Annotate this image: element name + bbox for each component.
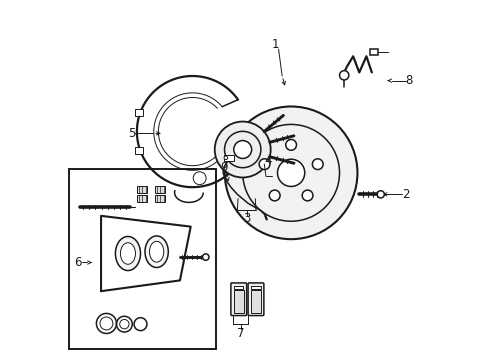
Text: 4: 4 — [264, 154, 271, 167]
Text: 9: 9 — [220, 161, 227, 174]
Text: 7: 7 — [236, 327, 244, 339]
Text: 3: 3 — [243, 212, 250, 225]
Circle shape — [285, 139, 296, 150]
Bar — [135, 147, 142, 154]
Bar — [135, 109, 142, 116]
Text: 5: 5 — [127, 127, 135, 140]
FancyBboxPatch shape — [230, 283, 246, 316]
Circle shape — [202, 254, 208, 260]
Ellipse shape — [115, 237, 140, 271]
Ellipse shape — [149, 241, 163, 262]
FancyBboxPatch shape — [247, 283, 264, 316]
Text: 2: 2 — [401, 188, 409, 201]
Bar — [251, 286, 260, 289]
Circle shape — [224, 107, 357, 239]
Text: 8: 8 — [404, 74, 411, 87]
Bar — [69, 169, 215, 348]
Circle shape — [302, 190, 312, 201]
Text: 6: 6 — [74, 256, 81, 269]
Circle shape — [269, 190, 280, 201]
Bar — [223, 154, 234, 161]
Circle shape — [259, 159, 269, 170]
Circle shape — [224, 156, 227, 159]
Circle shape — [214, 122, 270, 177]
Ellipse shape — [144, 236, 168, 267]
Circle shape — [193, 172, 206, 185]
Bar — [234, 286, 243, 289]
Bar — [155, 186, 165, 193]
Bar — [233, 290, 244, 313]
Bar — [137, 195, 147, 202]
Circle shape — [233, 140, 251, 158]
Bar — [369, 49, 377, 55]
Text: 1: 1 — [271, 38, 278, 51]
Circle shape — [376, 191, 384, 198]
Bar — [250, 290, 261, 313]
Circle shape — [312, 159, 323, 170]
Circle shape — [277, 159, 304, 186]
Circle shape — [339, 71, 348, 80]
Bar — [155, 195, 165, 202]
Bar — [137, 186, 147, 193]
Ellipse shape — [120, 243, 135, 264]
